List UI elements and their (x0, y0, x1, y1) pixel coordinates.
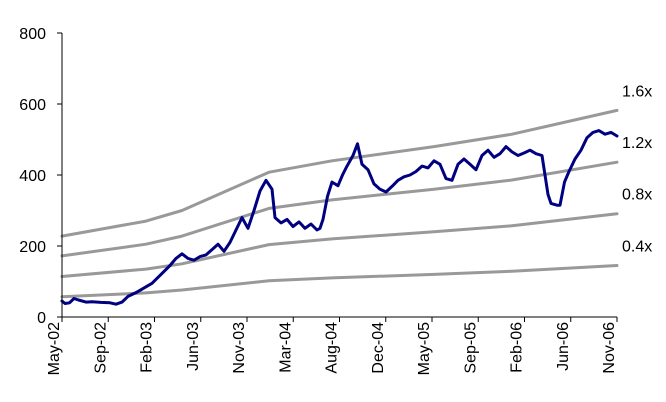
y-tick-label: 800 (19, 26, 46, 43)
y-tick-label: 600 (19, 97, 46, 114)
x-tick-label: Feb-03 (139, 322, 156, 373)
x-tick-label: Nov-06 (601, 322, 618, 374)
band-label-0-8x: 0.8x (622, 187, 652, 204)
x-tick-label: Sep-02 (92, 322, 109, 374)
x-tick-label: Mar-04 (277, 322, 294, 373)
series-line-price (60, 129, 619, 306)
y-tick-label: 400 (19, 168, 46, 185)
x-tick-label: Feb-06 (509, 322, 526, 373)
band-label-1-2x: 1.2x (622, 135, 652, 152)
series-line-band-0-4x (60, 264, 619, 299)
x-tick-label: Sep-05 (462, 322, 479, 374)
series-line-band-1-6x (60, 108, 619, 238)
x-tick-label: Aug-04 (324, 322, 341, 374)
band-label-1-6x: 1.6x (622, 83, 652, 100)
series-layer (60, 108, 619, 306)
x-tick-label: Nov-03 (231, 322, 248, 374)
x-tick-label: May-05 (416, 322, 433, 375)
label-layer: 1.6x 1.2x 0.8x 0.4x 0 200 400 600 800 May-02 Sep-0… (19, 26, 652, 375)
series-line-band-1-2x (60, 160, 619, 258)
y-tick-label: 0 (37, 310, 46, 327)
x-tick-label: Jun-03 (185, 322, 202, 371)
y-tick-label: 200 (19, 239, 46, 256)
band-label-0-4x: 0.4x (622, 239, 652, 256)
axis-layer (57, 32, 618, 322)
x-tick-label: Jun-06 (555, 322, 572, 371)
x-tick-label: May-02 (46, 322, 63, 375)
series-line-band-0-8x (60, 212, 619, 278)
x-tick-label: Dec-04 (370, 322, 387, 374)
